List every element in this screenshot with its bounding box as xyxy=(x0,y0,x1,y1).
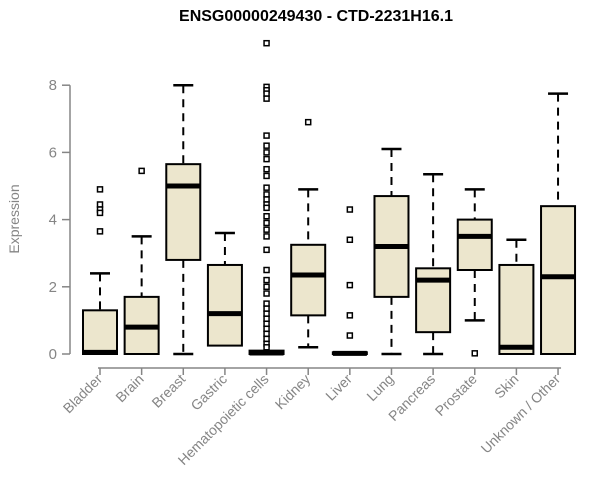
box-breast xyxy=(165,83,202,356)
iqr-box xyxy=(498,263,535,355)
box-kidney xyxy=(290,118,327,349)
x-tick-label: Unknown / Other xyxy=(478,371,564,457)
outlier-point xyxy=(263,142,270,149)
outlier-point xyxy=(263,325,270,333)
y-tick-label: 8 xyxy=(49,77,57,94)
outlier-point xyxy=(263,196,270,203)
outlier-point xyxy=(263,204,270,212)
chart-title: ENSG00000249430 - CTD-2231H16.1 xyxy=(179,8,453,25)
x-tick-label: Breast xyxy=(148,371,188,411)
outlier-point xyxy=(263,149,270,156)
outlier-point xyxy=(346,332,354,339)
box-hematopoietic-cells xyxy=(248,39,285,356)
outlier-point xyxy=(263,315,270,322)
outlier-point xyxy=(263,155,270,163)
outlier-point xyxy=(138,167,145,175)
box-brain xyxy=(123,167,160,356)
x-tick-label: Prostate xyxy=(432,371,480,419)
outlier-point xyxy=(304,118,312,126)
outlier-point xyxy=(96,201,104,208)
outlier-point xyxy=(263,172,270,180)
outlier-point xyxy=(263,184,270,191)
y-axis-label: Expression xyxy=(6,184,22,253)
x-tick-label: Bladder xyxy=(60,371,106,417)
outlier-point xyxy=(263,330,270,338)
outlier-point xyxy=(263,276,270,284)
y-tick-label: 6 xyxy=(49,144,57,161)
outlier-point xyxy=(96,228,104,235)
box-liver xyxy=(331,206,368,356)
x-tick-label: Liver xyxy=(322,371,355,404)
outlier-point xyxy=(263,95,270,102)
iqr-box xyxy=(290,243,327,317)
box-series xyxy=(82,39,577,357)
outlier-point xyxy=(263,246,270,254)
x-tick-label: Skin xyxy=(491,371,522,402)
iqr-box xyxy=(165,163,202,261)
outlier-point xyxy=(263,165,270,173)
y-tick-label: 2 xyxy=(49,279,57,296)
outlier-point xyxy=(263,226,270,233)
outlier-point xyxy=(263,335,270,343)
y-tick-label: 0 xyxy=(49,346,57,363)
outlier-point xyxy=(263,212,270,220)
outlier-point xyxy=(263,320,270,328)
outlier-point xyxy=(263,290,270,297)
box-bladder xyxy=(82,186,118,356)
outlier-point xyxy=(346,312,354,319)
x-tick-label: Brain xyxy=(112,371,146,405)
outlier-point xyxy=(263,300,270,307)
outlier-point xyxy=(263,283,270,291)
box-skin xyxy=(498,238,535,355)
outlier-point xyxy=(263,90,270,97)
x-tick-label: Kidney xyxy=(272,371,314,413)
outlier-point xyxy=(263,266,270,274)
iqr-box xyxy=(456,218,493,272)
outlier-point xyxy=(346,236,354,244)
box-pancreas xyxy=(415,172,452,356)
outlier-point xyxy=(96,209,104,217)
iqr-box xyxy=(82,309,118,356)
iqr-box xyxy=(206,263,243,347)
box-unknown-other xyxy=(540,92,577,355)
outlier-point xyxy=(263,305,270,312)
outlier-point xyxy=(263,39,270,47)
outlier-point xyxy=(346,206,354,213)
box-gastric xyxy=(206,231,243,347)
iqr-box xyxy=(540,205,577,355)
outlier-point xyxy=(263,233,270,240)
box-lung xyxy=(373,147,410,356)
outlier-point xyxy=(471,350,479,357)
x-tick-label: Lung xyxy=(363,371,396,404)
outlier-point xyxy=(96,186,104,193)
outlier-point xyxy=(263,310,270,317)
outlier-point xyxy=(263,191,270,198)
outlier-point xyxy=(263,344,270,351)
box-prostate xyxy=(456,188,493,357)
outlier-point xyxy=(346,281,354,289)
outlier-point xyxy=(263,132,270,139)
outlier-point xyxy=(263,219,270,227)
y-tick-label: 4 xyxy=(49,212,57,229)
